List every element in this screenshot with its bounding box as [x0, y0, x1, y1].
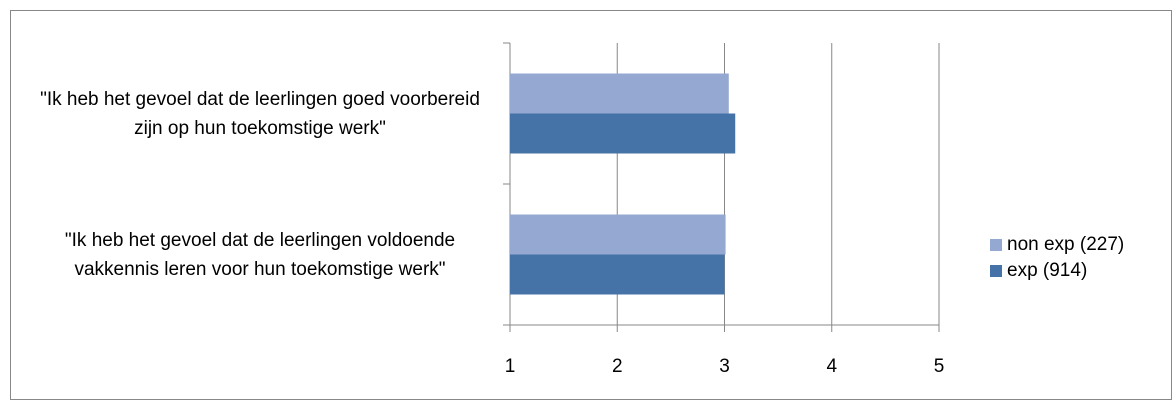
chart-border: [10, 10, 1172, 400]
bar: [510, 254, 725, 295]
legend-label: exp (914): [1007, 260, 1087, 281]
bar: [510, 73, 729, 114]
bar: [510, 113, 736, 154]
legend-label: non exp (227): [1007, 234, 1124, 255]
x-tick-label: 1: [505, 356, 516, 377]
legend-swatch: [990, 265, 1002, 277]
y-tick-label: "Ik heb het gevoel dat de leerlingen vol…: [64, 229, 456, 280]
legend-swatch: [990, 239, 1002, 251]
x-tick-label: 2: [612, 356, 623, 377]
x-tick-label: 4: [826, 356, 837, 377]
bar: [510, 214, 726, 255]
y-tick-label: "Ik heb het gevoel dat de leerlingen goe…: [40, 88, 480, 139]
x-tick-label: 3: [719, 356, 730, 377]
x-tick-label: 5: [934, 356, 945, 377]
